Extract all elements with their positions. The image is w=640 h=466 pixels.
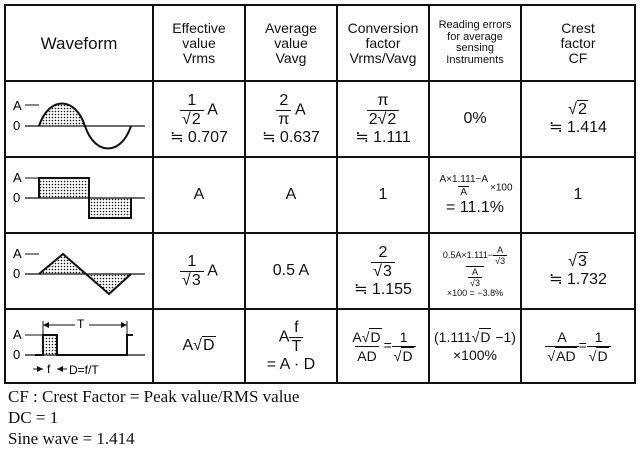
header-effective-value: Effective value Vrms [152,4,246,82]
header-average-value: Average value Vavg [244,4,338,82]
square-effective-value: A [152,156,246,234]
pulse-effective-value: A√D [152,308,246,384]
table-row: A 0 1 √3 A 0.5 A 2 √3 ≒ 1.155 0.5A×1.111− A… [4,232,636,310]
pulse-width-label: f [47,362,51,376]
axis-label-a: A [13,246,22,261]
triangle-crest-factor: √3 ≒ 1.732 [520,232,636,310]
square-wave-cell: A 0 [4,156,154,234]
footnotes: CF : Crest Factor = Peak value/RMS value… [8,386,299,449]
note-dc: DC = 1 [8,408,59,427]
square-crest-factor: 1 [520,156,636,234]
duty-label: D=f/T [69,363,99,377]
axis-label-a: A [13,327,22,342]
square-reading-error: A×1.111−A A ×100 = 11.1% [428,156,522,234]
note-sine-wave: Sine wave = 1.414 [8,429,135,448]
axis-label-zero: 0 [13,190,20,205]
triangle-average-value: 0.5 A [244,232,338,310]
period-label: T [77,317,85,331]
sine-crest-factor: √2 ≒ 1.414 [520,80,636,158]
sine-effective-value: 1 √2 A ≒ 0.707 [152,80,246,158]
header-row: Waveform Effective value Vrms Average value… [4,4,636,82]
sine-wave-diagram: A 0 [13,98,145,150]
triangle-reading-error: 0.5A×1.111− A √3 A √3 ×100 = −3.8% [428,232,522,310]
sine-reading-error: 0% [428,80,522,158]
sine-wave-cell: A 0 [4,80,154,158]
pulse-wave-cell: A 0 T f D=f/T [4,308,154,384]
triangle-effective-value: 1 √3 A [152,232,246,310]
header-reading-errors: Reading errors for average sensing Instrume… [428,4,522,82]
axis-label-zero: 0 [13,266,20,281]
note-crest-factor: CF : Crest Factor = Peak value/RMS value [8,387,300,406]
triangle-wave-diagram: A 0 [13,246,145,296]
square-average-value: A [244,156,338,234]
axis-label-a: A [13,170,22,185]
header-crest-factor: Crest factor CF [520,4,636,82]
triangle-wave-cell: A 0 [4,232,154,310]
axis-label-a: A [13,98,22,113]
waveform-table: Waveform Effective value Vrms Average value… [4,4,636,384]
axis-label-zero: 0 [13,347,20,362]
pulse-reading-error: (1.111√D −1) ×100% [428,308,522,384]
square-conversion-factor: 1 [336,156,430,234]
axis-label-zero: 0 [13,118,20,133]
header-waveform: Waveform [4,4,154,82]
table-row: A 0 A A 1 A×1.111−A A ×100 = 11.1% 1 [4,156,636,234]
triangle-conversion-factor: 2 √3 ≒ 1.155 [336,232,430,310]
pulse-conversion-factor: A√D AD = 1 √D [336,308,430,384]
square-wave-diagram: A 0 [13,170,145,219]
pulse-wave-diagram: A 0 T f D=f/T [13,317,145,377]
header-conversion-factor: Conversion factor Vrms/Vavg [336,4,430,82]
sine-conversion-factor: π 2√2 ≒ 1.111 [336,80,430,158]
pulse-crest-factor: A √AD = 1 √D [520,308,636,384]
